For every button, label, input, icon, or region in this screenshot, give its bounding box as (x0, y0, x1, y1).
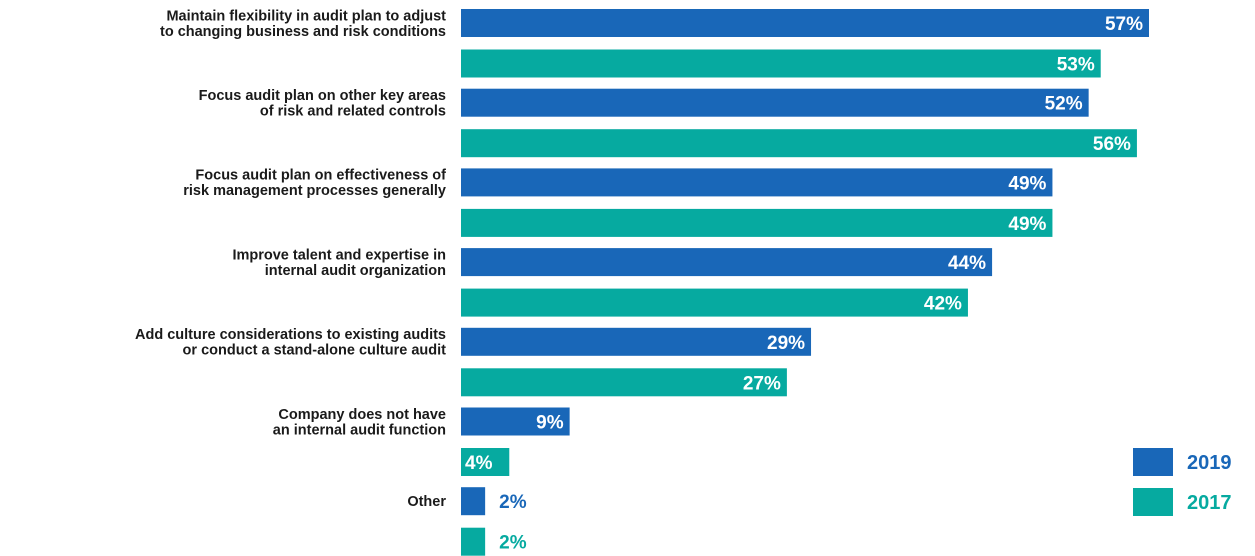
bar-2019-2 (461, 168, 1053, 197)
data-label-2017-1: 56% (1093, 134, 1131, 155)
bar-2017-3 (461, 288, 968, 317)
legend-swatch-2019 (1133, 448, 1173, 476)
data-label-2019-5: 9% (536, 413, 564, 434)
data-label-2019-6: 2% (499, 492, 527, 513)
data-label-2017-6: 2% (499, 533, 527, 554)
data-label-2017-3: 42% (924, 294, 962, 315)
bar-2017-5 (461, 448, 510, 476)
category-label: Add culture considerations to existing a… (135, 327, 446, 359)
bar-2019-6 (461, 487, 486, 516)
data-label-2017-2: 49% (1008, 214, 1046, 235)
legend-label-2019: 2019 (1187, 452, 1232, 474)
bar-2017-4 (461, 368, 787, 397)
bars (461, 9, 1149, 556)
category-label: Other (407, 494, 446, 510)
data-label-2019-0: 57% (1105, 14, 1143, 35)
bar-2019-4 (461, 327, 812, 356)
category-label: Maintain flexibility in audit plan to ad… (160, 8, 446, 40)
data-label-2019-4: 29% (767, 333, 805, 354)
bar-2017-2 (461, 208, 1053, 237)
category-label: Focus audit plan on other key areas of ri… (199, 88, 446, 120)
data-labels: 57% 53% 52% 56% 49% 49% 44% 42% 29% 27% 9% 4% 2% 2% (465, 14, 1143, 554)
category-labels: Maintain flexibility in audit plan to ad… (135, 8, 446, 510)
data-label-2019-1: 52% (1045, 94, 1083, 115)
data-label-2017-0: 53% (1057, 55, 1095, 76)
data-label-2017-4: 27% (743, 373, 781, 394)
bar-2017-1 (461, 129, 1137, 158)
bar-2019-3 (461, 248, 993, 277)
legend-label-2017: 2017 (1187, 492, 1232, 514)
category-label: Focus audit plan on effectiveness of risk… (183, 168, 446, 200)
data-label-2017-5: 4% (465, 453, 493, 474)
legend-swatch-2017 (1133, 488, 1173, 516)
category-label: Improve talent and expertise in internal … (232, 247, 446, 279)
bar-2019-0 (461, 9, 1149, 37)
data-label-2019-2: 49% (1008, 173, 1046, 194)
bar-2017-0 (461, 49, 1101, 78)
bar-2019-5 (461, 407, 570, 436)
legend: 2019 2017 (1133, 448, 1232, 516)
data-label-2019-3: 44% (948, 253, 986, 274)
bar-2017-6 (461, 527, 486, 556)
category-label: Company does not have an internal audit f… (273, 407, 446, 439)
bar-2019-1 (461, 88, 1089, 117)
